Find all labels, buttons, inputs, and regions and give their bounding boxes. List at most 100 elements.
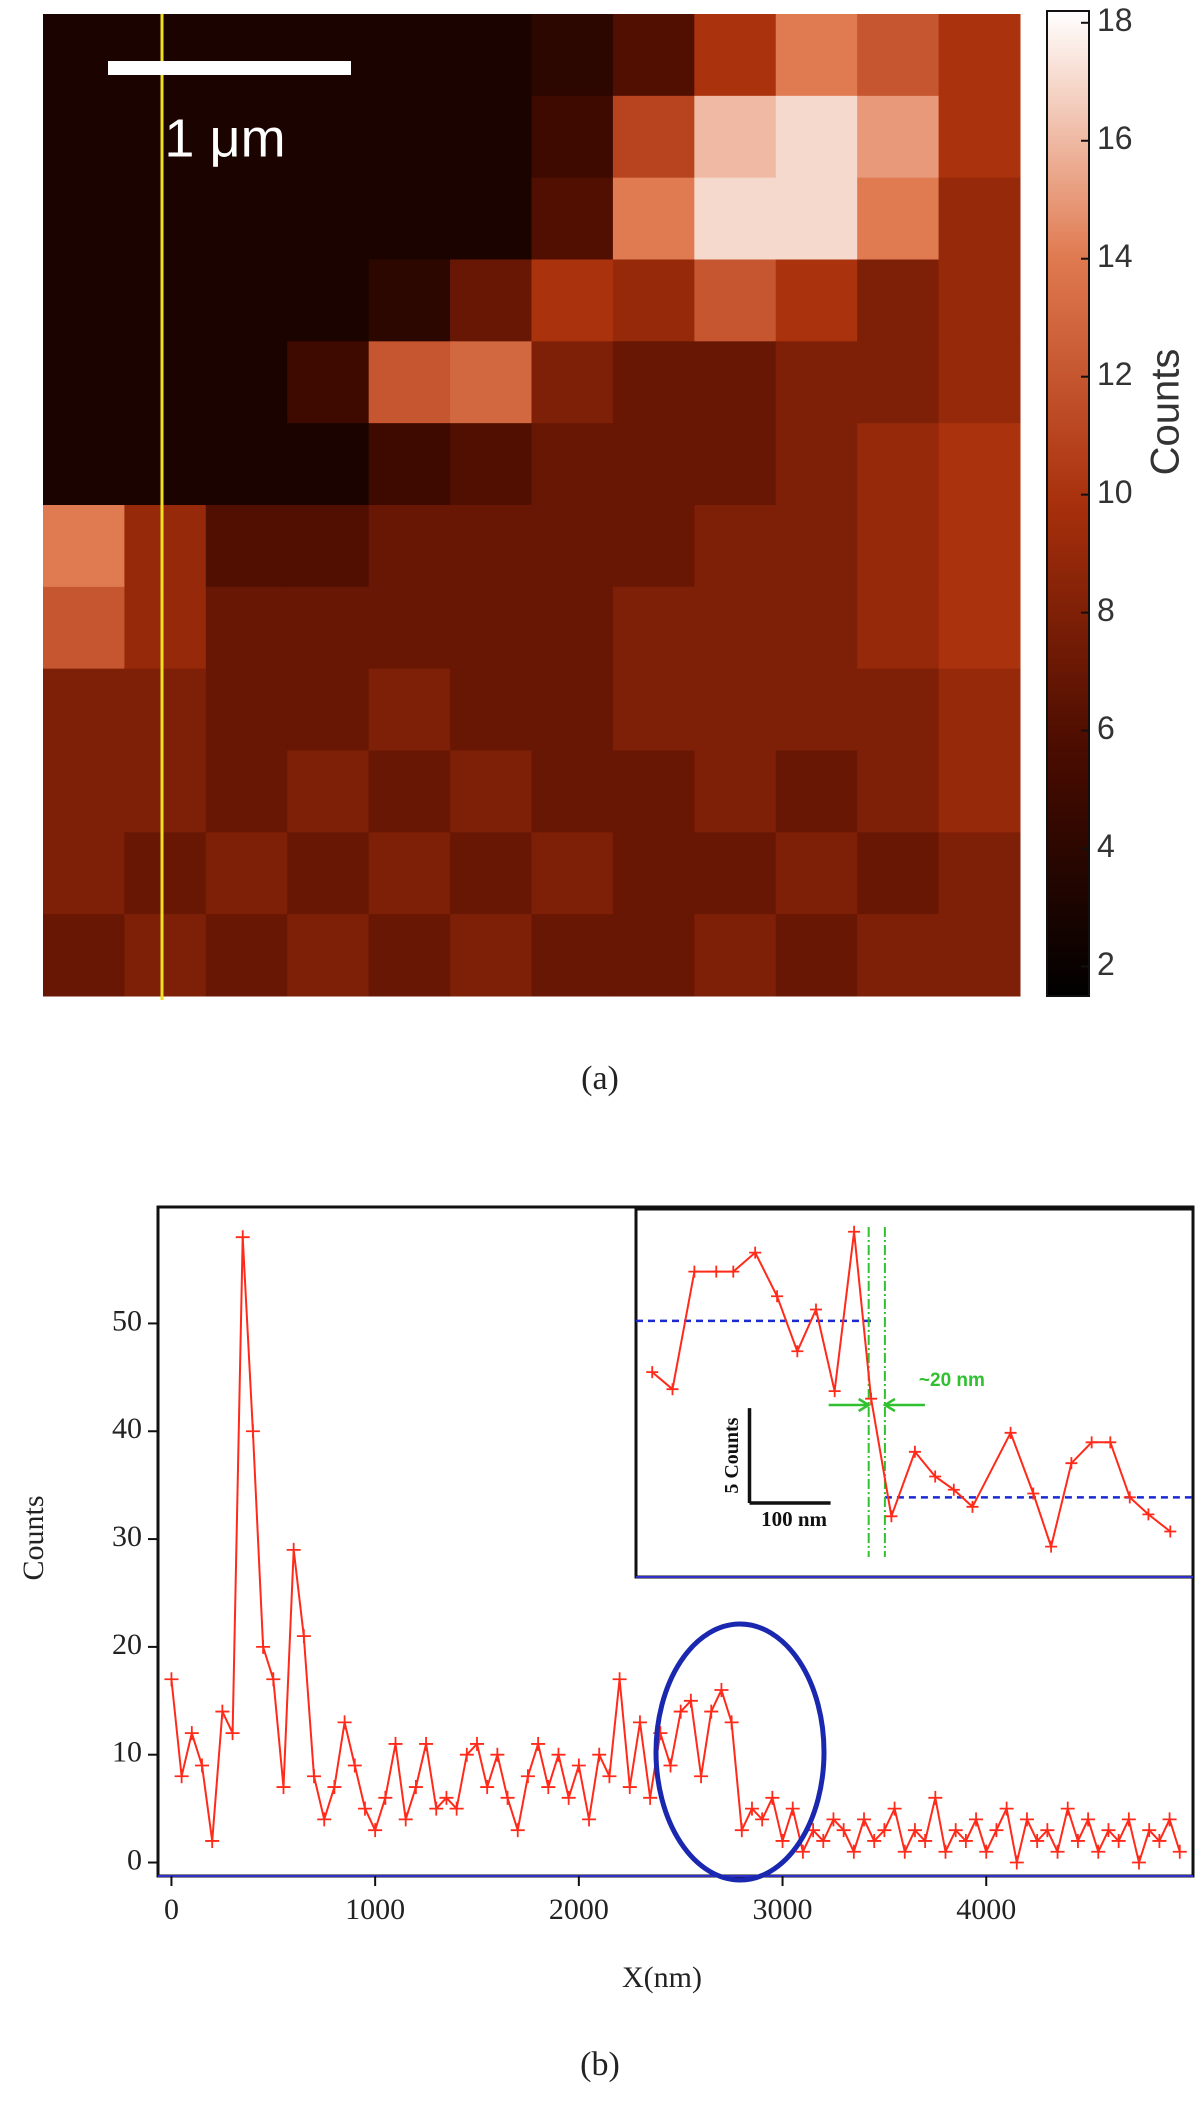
y-tick-label: 50 xyxy=(112,1304,142,1337)
data-marker xyxy=(918,1833,933,1848)
heatmap-cell xyxy=(287,750,370,833)
heatmap-cell xyxy=(287,95,370,179)
data-marker xyxy=(887,1801,902,1816)
data-marker xyxy=(174,1769,189,1784)
data-marker xyxy=(683,1693,698,1708)
heatmap-cell xyxy=(287,423,370,506)
heatmap-cell xyxy=(694,505,777,588)
data-marker xyxy=(727,1265,740,1278)
data-marker xyxy=(1030,1833,1045,1848)
data-marker xyxy=(826,1812,841,1827)
data-marker xyxy=(500,1790,515,1805)
data-marker xyxy=(266,1672,281,1687)
colorbar-tick-label: 14 xyxy=(1097,238,1133,274)
data-marker xyxy=(836,1823,851,1838)
data-marker xyxy=(1081,1812,1096,1827)
data-marker xyxy=(1050,1844,1065,1859)
heatmap-cell xyxy=(612,423,695,506)
colorbar-tick-label: 6 xyxy=(1097,710,1115,746)
heatmap-cell xyxy=(368,832,451,915)
data-marker xyxy=(714,1683,729,1698)
heatmap-cell xyxy=(43,95,125,179)
data-marker xyxy=(215,1704,230,1719)
data-marker xyxy=(724,1715,739,1730)
data-marker xyxy=(848,1225,861,1238)
data-marker xyxy=(865,1392,878,1405)
data-marker xyxy=(561,1790,576,1805)
heatmap-cell xyxy=(205,177,288,260)
data-marker xyxy=(490,1747,505,1762)
data-marker xyxy=(357,1801,372,1816)
heatmap-cell xyxy=(450,750,532,833)
heatmap-cell xyxy=(124,95,207,179)
inset-area xyxy=(634,1207,1195,1579)
data-marker xyxy=(989,1823,1004,1838)
heatmap-cell xyxy=(124,914,207,997)
data-marker xyxy=(877,1823,892,1838)
x-tick-label: 2000 xyxy=(549,1893,609,1926)
heatmap-cell xyxy=(857,95,940,179)
heatmap-cell xyxy=(612,668,695,751)
heatmap-cell xyxy=(694,423,777,506)
data-marker xyxy=(694,1769,709,1784)
heatmap-cell xyxy=(694,914,777,997)
heatmap-cell xyxy=(368,914,451,997)
heatmap-cell xyxy=(775,341,858,424)
data-marker xyxy=(317,1812,332,1827)
heatmap-cell xyxy=(694,95,777,179)
heatmap-cell xyxy=(531,668,614,751)
heatmap-cell xyxy=(775,14,858,97)
heatmap-cell xyxy=(612,95,695,179)
heatmap-cell xyxy=(531,341,614,424)
heatmap-cell xyxy=(531,423,614,506)
data-marker xyxy=(929,1470,942,1483)
data-marker xyxy=(1111,1833,1126,1848)
heatmap-cell xyxy=(775,177,858,260)
heatmap-cell xyxy=(531,505,614,588)
data-marker xyxy=(1091,1844,1106,1859)
data-marker xyxy=(1101,1823,1116,1838)
heatmap-cell xyxy=(612,505,695,588)
data-marker xyxy=(1070,1833,1085,1848)
heatmap-cell xyxy=(938,668,1021,751)
colorbar-tick-label: 12 xyxy=(1097,356,1133,392)
scale-bar-y-label: 5 Counts xyxy=(721,1417,743,1493)
data-marker xyxy=(1142,1508,1155,1521)
heatmap-cell xyxy=(368,95,451,179)
colorbar-tick-label: 16 xyxy=(1097,120,1133,156)
heatmap-cell xyxy=(287,832,370,915)
heatmap-cell xyxy=(124,423,207,506)
heatmap-cell xyxy=(531,14,614,97)
data-marker xyxy=(408,1780,423,1795)
heatmap-cell xyxy=(43,259,125,342)
data-marker xyxy=(771,1290,784,1303)
heatmap-cell xyxy=(857,505,940,588)
heatmap-cell xyxy=(531,750,614,833)
data-marker xyxy=(828,1385,841,1398)
panel-label: (b) xyxy=(580,2046,620,2083)
data-marker xyxy=(602,1769,617,1784)
data-marker xyxy=(666,1383,679,1396)
data-marker xyxy=(510,1823,525,1838)
data-marker xyxy=(885,1510,898,1523)
heatmap-cell xyxy=(612,914,695,997)
heatmap-cell xyxy=(775,259,858,342)
data-marker xyxy=(1132,1855,1147,1870)
data-marker xyxy=(235,1230,250,1245)
heatmap-cell xyxy=(775,586,858,670)
heatmap-cell xyxy=(450,341,532,424)
heatmap-cell xyxy=(694,750,777,833)
heatmap-cell xyxy=(205,14,288,97)
heatmap-cell xyxy=(205,668,288,751)
heatmap-cell xyxy=(857,341,940,424)
heatmap-cell xyxy=(124,505,207,588)
data-marker xyxy=(809,1303,822,1316)
data-marker xyxy=(938,1844,953,1859)
data-marker xyxy=(469,1736,484,1751)
data-marker xyxy=(1040,1823,1055,1838)
highlight-ellipse xyxy=(653,1621,827,1883)
heatmap-cell xyxy=(938,586,1021,670)
data-marker xyxy=(225,1726,240,1741)
data-marker xyxy=(816,1833,831,1848)
heatmap-cell xyxy=(612,586,695,670)
